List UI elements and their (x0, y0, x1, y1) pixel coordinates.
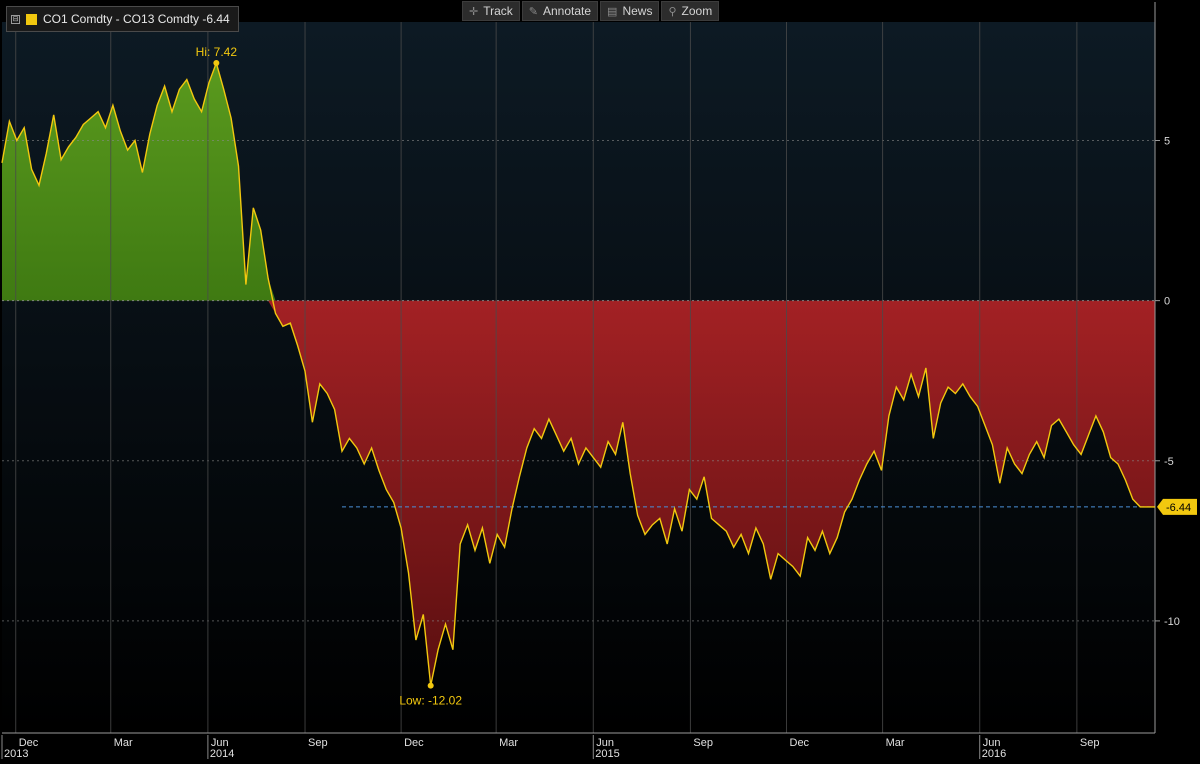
low-marker (427, 682, 434, 689)
zoom-button[interactable]: ⚲ Zoom (661, 1, 720, 21)
y-tick-label: -10 (1164, 616, 1180, 628)
hi-marker (213, 59, 220, 66)
x-tick-label: Mar (886, 737, 905, 749)
hi-label: Hi: 7.42 (196, 45, 238, 59)
x-tick-label: Dec (19, 737, 39, 749)
negative-area (2, 300, 1155, 686)
chart-toolbar: ✛ Track ✎ Annotate ▤ News ⚲ Zoom (462, 1, 720, 21)
x-tick-label: Mar (114, 737, 133, 749)
x-tick-label: Sep (308, 737, 328, 749)
legend-swatch (26, 13, 37, 25)
x-tick-label: Jun (596, 737, 614, 749)
y-tick-label: 0 (1164, 296, 1170, 308)
x-year-label: 2013 (4, 748, 28, 759)
pencil-icon: ✎ (528, 5, 538, 18)
last-value-label: -6.44 (1166, 502, 1191, 514)
positive-area (2, 63, 1155, 301)
last-value-tag (1157, 498, 1197, 515)
x-tick-label: Jun (211, 737, 229, 749)
x-tick-label: Sep (1080, 737, 1100, 749)
crosshair-icon: ✛ (469, 5, 479, 18)
annotate-button[interactable]: ✎ Annotate (521, 1, 599, 21)
news-icon: ▤ (607, 5, 618, 18)
track-label: Track (483, 4, 513, 18)
x-year-label: 2015 (595, 748, 619, 759)
x-tick-label: Dec (404, 737, 424, 749)
series-line (1, 60, 1155, 686)
legend-label: CO1 Comdty - CO13 Comdty -6.44 (43, 12, 230, 26)
magnifier-icon: ⚲ (668, 5, 677, 18)
legend[interactable]: ⊟ CO1 Comdty - CO13 Comdty -6.44 (6, 6, 239, 32)
zoom-label: Zoom (681, 4, 713, 18)
news-label: News (622, 4, 653, 18)
y-tick-label: 5 (1164, 136, 1170, 148)
y-tick-label: -5 (1164, 456, 1174, 468)
news-button[interactable]: ▤ News (600, 1, 660, 21)
annotate-label: Annotate (543, 4, 592, 18)
track-button[interactable]: ✛ Track (462, 1, 520, 21)
x-tick-label: Mar (499, 737, 518, 749)
x-tick-label: Dec (790, 737, 810, 749)
x-year-label: 2014 (210, 748, 234, 759)
x-tick-label: Jun (983, 737, 1001, 749)
legend-collapse-icon[interactable]: ⊟ (11, 14, 20, 24)
low-label: Low: -12.02 (399, 694, 462, 708)
x-year-label: 2016 (982, 748, 1006, 759)
x-tick-label: Sep (693, 737, 713, 749)
